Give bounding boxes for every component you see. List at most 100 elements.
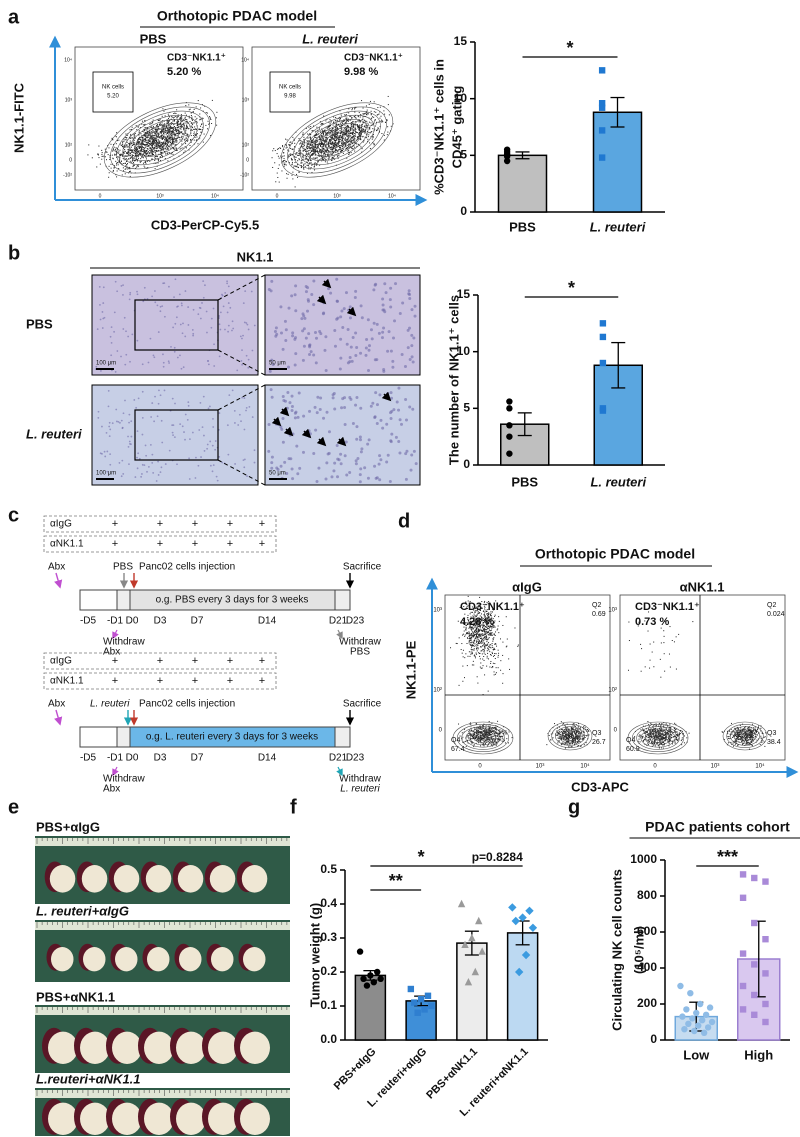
event-dot (332, 141, 334, 143)
event-dot (470, 617, 472, 619)
nucleus (403, 364, 407, 368)
data-point (689, 1015, 696, 1022)
y-tick-label: 600 (637, 924, 657, 938)
event-dot (487, 613, 489, 615)
event-dot (133, 157, 135, 159)
event-dot (87, 154, 89, 156)
event-dot (502, 624, 504, 626)
event-dot (499, 731, 501, 733)
nucleus (359, 406, 363, 410)
event-dot (479, 606, 481, 608)
nucleus (307, 332, 311, 336)
event-dot (141, 146, 143, 148)
event-dot (344, 122, 346, 124)
event-dot (160, 144, 162, 146)
event-dot (484, 653, 486, 655)
event-dot (120, 162, 122, 164)
event-dot (471, 626, 473, 628)
nucleus (275, 332, 279, 336)
event-dot (309, 144, 311, 146)
event-dot (484, 633, 486, 635)
event-dot (174, 137, 176, 139)
event-dot (185, 147, 187, 149)
nucleus (245, 406, 248, 409)
nucleus (243, 397, 246, 399)
nucleus (246, 323, 249, 326)
event-dot (311, 149, 313, 151)
event-dot (216, 124, 218, 126)
day-label: D3 (154, 753, 167, 764)
event-dot (145, 153, 147, 155)
nucleus (109, 453, 112, 456)
event-dot (154, 141, 156, 143)
event-dot (127, 168, 129, 170)
event-dot (128, 167, 130, 169)
event-dot (310, 139, 312, 141)
event-dot (490, 737, 492, 739)
event-dot (209, 116, 211, 118)
event-dot (329, 140, 331, 142)
event-dot (166, 144, 168, 146)
event-dot (166, 126, 168, 128)
event-dot (364, 125, 366, 127)
y-tick-label: 0 (460, 204, 467, 218)
event-dot (468, 641, 470, 643)
data-point (356, 948, 364, 955)
event-dot (333, 134, 335, 136)
event-dot (188, 117, 190, 119)
event-dot (462, 656, 464, 658)
event-dot (370, 122, 372, 124)
event-dot (350, 133, 352, 135)
event-dot (173, 137, 175, 139)
event-dot (480, 613, 482, 615)
event-dot (473, 613, 475, 615)
event-dot (324, 140, 326, 142)
nucleus (147, 465, 150, 468)
event-dot (349, 146, 351, 148)
significance-label: *** (717, 847, 738, 867)
event-dot (159, 137, 161, 139)
event-dot (195, 119, 197, 121)
event-dot (477, 648, 479, 650)
event-dot (136, 160, 138, 162)
nucleus (385, 460, 389, 464)
nucleus (394, 435, 398, 439)
event-dot (341, 132, 343, 134)
event-dot (286, 139, 288, 141)
event-dot (465, 653, 467, 655)
arrow (54, 709, 63, 726)
event-dot (137, 155, 139, 157)
event-dot (469, 624, 471, 626)
event-dot (490, 741, 492, 743)
nucleus (381, 308, 385, 312)
nucleus (141, 473, 143, 475)
y-tick-label: 10 (454, 91, 468, 105)
event-dot (138, 137, 140, 139)
event-dot (373, 101, 375, 103)
population: CD3⁻NK1.1⁺ (344, 53, 403, 64)
event-dot (476, 729, 478, 731)
event-dot (169, 137, 171, 139)
nucleus (301, 329, 305, 333)
nucleus (343, 454, 347, 458)
event-dot (499, 738, 501, 740)
data-point (599, 407, 607, 414)
event-dot (168, 133, 170, 135)
event-dot (168, 136, 170, 138)
event-dot (340, 113, 342, 115)
event-dot (355, 128, 357, 130)
event-dot (482, 640, 484, 642)
event-dot (487, 603, 489, 605)
event-dot (487, 617, 489, 619)
event-dot (368, 134, 370, 136)
event-dot (488, 742, 490, 744)
plus-mark: + (192, 538, 198, 550)
event-dot (333, 138, 335, 140)
event-dot (310, 141, 312, 143)
event-dot (362, 107, 364, 109)
event-dot (152, 135, 154, 137)
event-dot (155, 143, 157, 145)
event-dot (474, 627, 476, 629)
event-dot (321, 139, 323, 141)
gate (92, 71, 134, 113)
